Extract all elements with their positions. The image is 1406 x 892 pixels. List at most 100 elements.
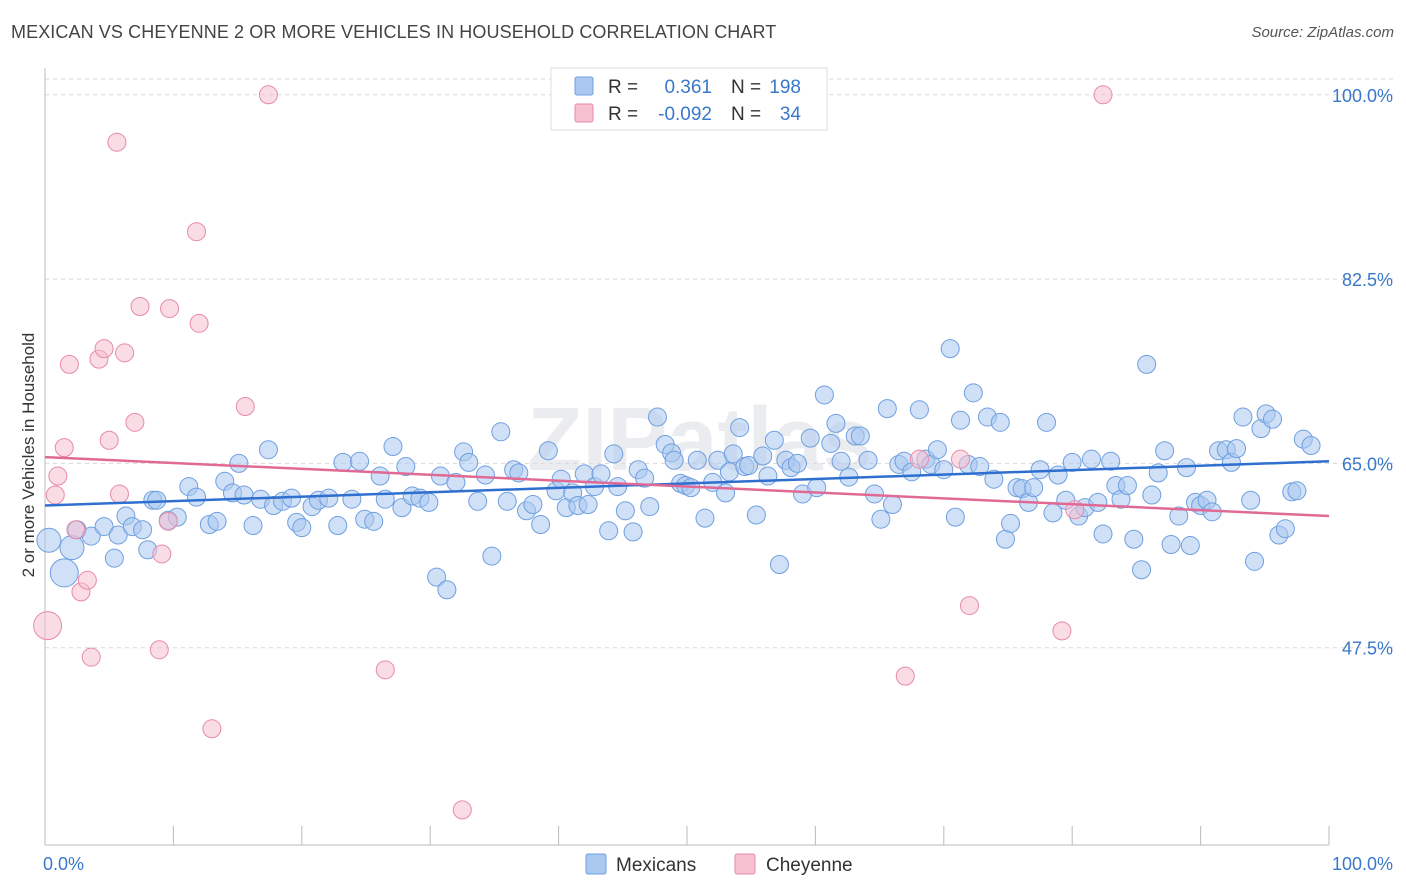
mexicans-point <box>927 440 947 460</box>
cheyenne-point <box>99 430 119 450</box>
legend-r-value: 0.361 <box>664 77 712 98</box>
mexicans-point <box>1155 441 1175 461</box>
mexicans-point <box>1124 529 1144 549</box>
y-axis-title: 2 or more Vehicles in Household <box>19 333 38 578</box>
mexicans-point <box>419 492 439 512</box>
mexicans-point <box>234 485 254 505</box>
series-legend: Mexicans Cheyenne <box>585 853 853 876</box>
mexicans-point <box>831 451 851 471</box>
mexicans-point <box>207 511 227 531</box>
mexicans-point <box>640 497 660 517</box>
mexicans-point <box>909 400 929 420</box>
mexicans-point <box>871 509 891 529</box>
bottom-legend-swatch-cheyenne <box>734 853 756 875</box>
mexicans-point <box>108 525 128 545</box>
cheyenne-point <box>149 640 169 660</box>
cheyenne-point <box>950 449 970 469</box>
mexicans-point <box>59 535 85 561</box>
mexicans-point <box>578 494 598 514</box>
cheyenne-point <box>66 520 86 540</box>
mexicans-point <box>1093 524 1113 544</box>
cheyenne-point <box>59 354 79 374</box>
cheyenne-point <box>54 438 74 458</box>
mexicans-point <box>427 567 447 587</box>
mexicans-point <box>764 430 784 450</box>
mexicans-point <box>538 441 558 461</box>
mexicans-point <box>36 527 62 553</box>
y-tick-label: 82.5% <box>1342 270 1393 290</box>
mexicans-point <box>746 505 766 525</box>
legend-r-label: R = <box>608 104 638 125</box>
mexicans-point <box>497 491 517 511</box>
cheyenne-point <box>158 511 178 531</box>
mexicans-point <box>1287 481 1307 501</box>
mexicans-point <box>475 465 495 485</box>
cheyenne-point <box>1093 85 1113 105</box>
mexicans-point <box>882 494 902 514</box>
mexicans-point <box>1245 551 1265 571</box>
legend-n-label: N = <box>731 77 761 98</box>
trend-line-cheyenne <box>44 455 1330 518</box>
mexicans-point <box>1233 407 1253 427</box>
x-tick-labels: 0.0% 100.0% <box>43 854 1393 874</box>
mexicans-point <box>787 453 807 473</box>
stats-legend: R = 0.361 N = 198 R = -0.092 N = 34 <box>550 67 828 131</box>
mexicans-point <box>758 466 778 486</box>
mexicans-point <box>615 501 635 521</box>
mexicans-point <box>990 412 1010 432</box>
mexicans-point <box>769 555 789 575</box>
mexicans-point <box>468 491 488 511</box>
mexicans-point <box>800 428 820 448</box>
cheyenne-point <box>130 296 150 316</box>
mexicans-point <box>858 450 878 470</box>
mexicans-point <box>258 440 278 460</box>
mexicans-point <box>396 457 416 477</box>
mexicans-point <box>1088 492 1108 512</box>
cheyenne-point <box>48 466 68 486</box>
mexicans-point <box>1062 452 1082 472</box>
legend-r-label: R = <box>608 77 638 98</box>
mexicans-point <box>229 453 249 473</box>
mexicans-point <box>591 464 611 484</box>
mexicans-point <box>723 444 743 464</box>
trend-lines <box>44 455 1330 518</box>
mexicans-point <box>531 514 551 534</box>
mexicans-point <box>877 399 897 419</box>
y-tick-label: 47.5% <box>1342 639 1393 659</box>
mexicans-point <box>1301 435 1321 455</box>
source-label: Source: ZipAtlas.com <box>1251 24 1394 41</box>
mexicans-point <box>940 339 960 359</box>
cheyenne-point <box>189 313 209 333</box>
mexicans-point <box>328 516 348 536</box>
mexicans-point <box>821 433 841 453</box>
mexicans-point <box>437 580 457 600</box>
legend-swatch-mexicans <box>574 76 594 96</box>
legend-r-value: -0.092 <box>658 104 712 125</box>
mexicans-point <box>1001 513 1021 533</box>
legend-swatch-cheyenne <box>574 103 594 123</box>
y-tick-label: 100.0% <box>1332 86 1393 106</box>
mexicans-point <box>333 452 353 472</box>
mexicans-point <box>984 469 1004 489</box>
axes <box>44 68 1330 846</box>
mexicans-point <box>104 548 124 568</box>
mexicans-point <box>1161 534 1181 554</box>
mexicans-point <box>292 518 312 538</box>
mexicans-point <box>370 466 390 486</box>
mexicans-point <box>133 520 153 540</box>
mexicans-point <box>850 426 870 446</box>
mexicans-point <box>623 522 643 542</box>
mexicans-point <box>350 451 370 471</box>
mexicans-point <box>604 444 624 464</box>
mexicans-point <box>523 494 543 514</box>
mexicans-point <box>1227 439 1247 459</box>
cheyenne-point <box>202 719 222 739</box>
mexicans-point <box>716 483 736 503</box>
legend-n-label: N = <box>731 104 761 125</box>
mexicans-point <box>1101 451 1121 471</box>
bottom-legend-swatch-mexicans <box>585 853 607 875</box>
mexicans-point <box>1142 485 1162 505</box>
y-tick-labels: 47.5% 65.0% 82.5% 100.0% <box>1332 86 1393 659</box>
mexicans-point <box>243 516 263 536</box>
